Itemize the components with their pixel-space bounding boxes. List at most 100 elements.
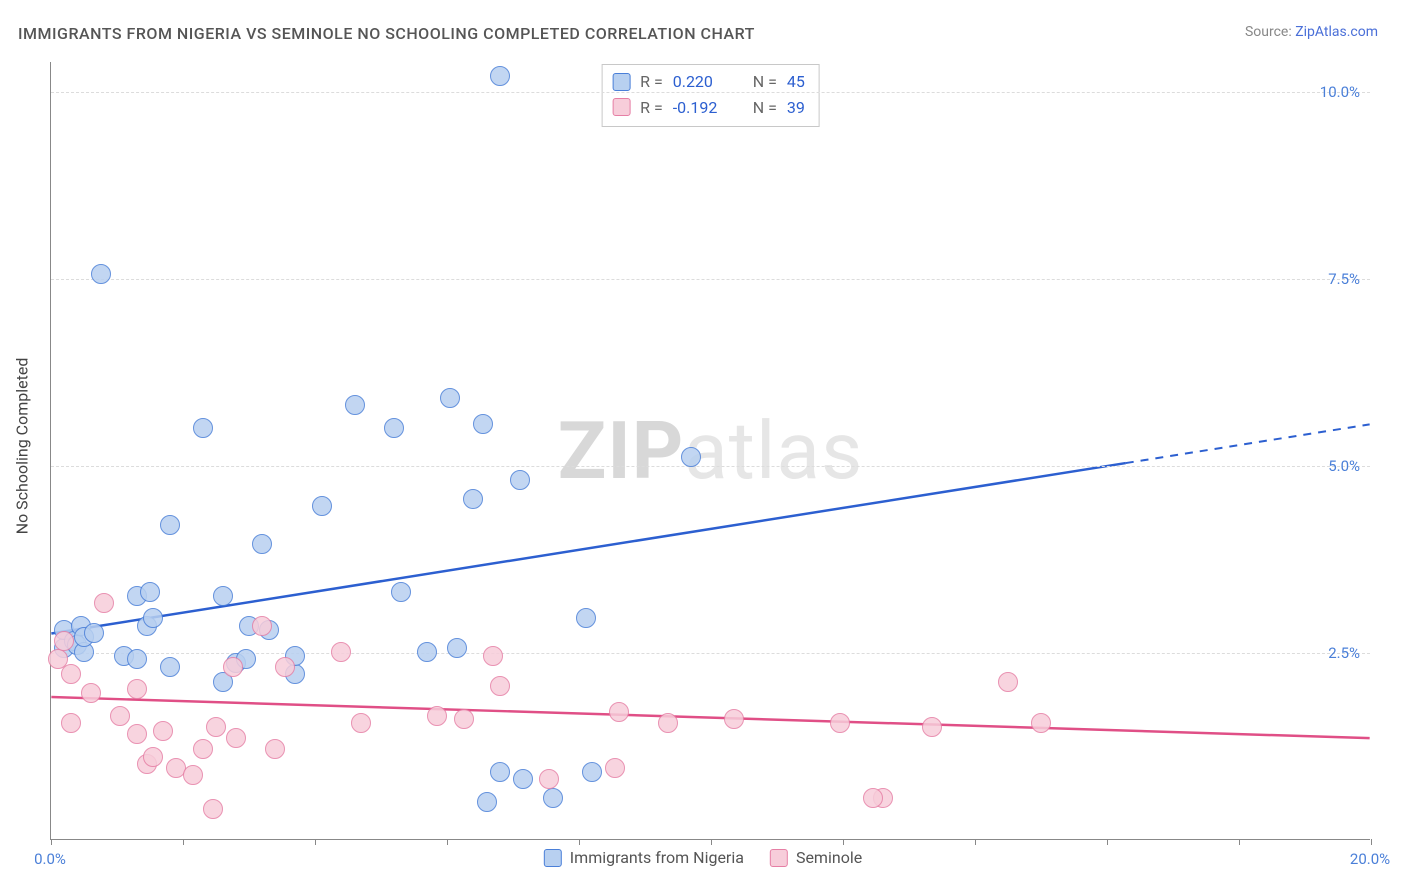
scatter-point-seminole <box>922 717 942 737</box>
x-tick <box>1239 839 1240 845</box>
legend-label: Seminole <box>796 848 862 867</box>
regression-line-seminole <box>51 697 1369 738</box>
r-value-nigeria: 0.220 <box>673 69 731 95</box>
scatter-point-seminole <box>331 642 351 662</box>
scatter-point-nigeria <box>543 788 563 808</box>
scatter-point-nigeria <box>477 792 497 812</box>
scatter-point-seminole <box>110 706 130 726</box>
scatter-point-seminole <box>351 713 371 733</box>
x-tick <box>711 839 712 845</box>
scatter-point-nigeria <box>143 608 163 628</box>
scatter-point-nigeria <box>490 66 510 86</box>
scatter-point-nigeria <box>140 582 160 602</box>
source-attribution: Source: ZipAtlas.com <box>1245 24 1378 40</box>
scatter-point-seminole <box>94 593 114 613</box>
y-tick-label: 10.0% <box>1320 83 1360 101</box>
scatter-point-seminole <box>81 683 101 703</box>
legend-item-nigeria: Immigrants from Nigeria <box>544 848 744 867</box>
scatter-point-nigeria <box>391 582 411 602</box>
scatter-point-nigeria <box>681 447 701 467</box>
scatter-point-seminole <box>724 709 744 729</box>
n-value-seminole: 39 <box>787 95 805 121</box>
chart-title: IMMIGRANTS FROM NIGERIA VS SEMINOLE NO S… <box>18 24 755 43</box>
y-tick-label: 5.0% <box>1328 457 1360 475</box>
scatter-point-nigeria <box>91 264 111 284</box>
x-tick <box>843 839 844 845</box>
r-value-seminole: -0.192 <box>673 95 731 121</box>
y-tick-label: 7.5% <box>1328 270 1360 288</box>
n-value-nigeria: 45 <box>787 69 805 95</box>
scatter-point-nigeria <box>213 586 233 606</box>
scatter-point-seminole <box>605 758 625 778</box>
x-tick <box>315 839 316 845</box>
gridline <box>51 92 1370 93</box>
scatter-point-nigeria <box>417 642 437 662</box>
r-label: R = <box>640 95 663 121</box>
scatter-point-nigeria <box>576 608 596 628</box>
scatter-point-nigeria <box>490 762 510 782</box>
source-prefix: Source: <box>1245 24 1295 40</box>
x-tick <box>51 839 52 845</box>
scatter-point-seminole <box>1031 713 1051 733</box>
scatter-point-nigeria <box>440 388 460 408</box>
watermark-light: atlas <box>684 404 863 498</box>
scatter-point-nigeria <box>160 657 180 677</box>
scatter-point-seminole <box>183 765 203 785</box>
scatter-point-seminole <box>998 672 1018 692</box>
scatter-point-seminole <box>252 616 272 636</box>
scatter-point-nigeria <box>84 623 104 643</box>
y-tick-label: 2.5% <box>1328 644 1360 662</box>
gridline <box>51 466 1370 467</box>
plot-area: ZIPatlas R = 0.220 N = 45 R = -0.192 N =… <box>50 62 1370 840</box>
scatter-point-nigeria <box>447 638 467 658</box>
scatter-point-seminole <box>226 728 246 748</box>
scatter-point-seminole <box>127 679 147 699</box>
scatter-point-seminole <box>143 747 163 767</box>
swatch-nigeria <box>612 73 630 91</box>
regression-lines-layer <box>51 62 1370 839</box>
legend-label: Immigrants from Nigeria <box>570 848 744 867</box>
scatter-point-nigeria <box>510 470 530 490</box>
scatter-point-nigeria <box>582 762 602 782</box>
scatter-point-seminole <box>863 788 883 808</box>
scatter-point-seminole <box>427 706 447 726</box>
stats-row-seminole: R = -0.192 N = 39 <box>612 95 805 121</box>
n-label: N = <box>753 69 777 95</box>
scatter-point-seminole <box>127 724 147 744</box>
source-link[interactable]: ZipAtlas.com <box>1295 24 1378 40</box>
scatter-point-nigeria <box>193 418 213 438</box>
scatter-point-seminole <box>206 717 226 737</box>
scatter-point-seminole <box>454 709 474 729</box>
swatch-seminole <box>612 98 630 116</box>
scatter-point-nigeria <box>473 414 493 434</box>
scatter-point-seminole <box>203 799 223 819</box>
x-tick <box>183 839 184 845</box>
scatter-point-seminole <box>275 657 295 677</box>
scatter-point-seminole <box>490 676 510 696</box>
x-tick <box>1107 839 1108 845</box>
scatter-point-seminole <box>830 713 850 733</box>
legend-swatch-seminole <box>770 849 788 867</box>
scatter-point-seminole <box>193 739 213 759</box>
watermark-bold: ZIP <box>558 404 685 498</box>
x-tick-label: 0.0% <box>34 850 66 868</box>
legend-swatch-nigeria <box>544 849 562 867</box>
scatter-point-seminole <box>223 657 243 677</box>
scatter-point-nigeria <box>312 496 332 516</box>
stats-legend-box: R = 0.220 N = 45 R = -0.192 N = 39 <box>601 64 820 127</box>
scatter-point-seminole <box>483 646 503 666</box>
scatter-point-nigeria <box>513 769 533 789</box>
scatter-point-seminole <box>153 721 173 741</box>
x-tick <box>447 839 448 845</box>
stats-row-nigeria: R = 0.220 N = 45 <box>612 69 805 95</box>
scatter-point-nigeria <box>345 395 365 415</box>
scatter-point-seminole <box>609 702 629 722</box>
scatter-point-seminole <box>54 631 74 651</box>
bottom-legend: Immigrants from Nigeria Seminole <box>544 848 862 867</box>
y-axis-label: No Schooling Completed <box>13 358 32 535</box>
scatter-point-nigeria <box>252 534 272 554</box>
x-tick <box>1371 839 1372 845</box>
x-tick <box>579 839 580 845</box>
legend-item-seminole: Seminole <box>770 848 862 867</box>
scatter-point-seminole <box>265 739 285 759</box>
